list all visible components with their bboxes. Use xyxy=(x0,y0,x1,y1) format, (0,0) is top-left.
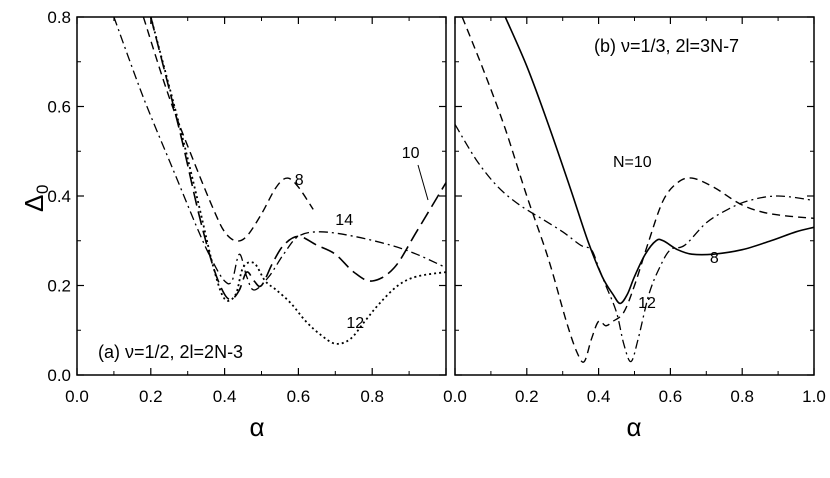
x-tick-label: 0.6 xyxy=(287,387,311,406)
x-tick-label: 0.2 xyxy=(139,387,163,406)
y-tick-label: 0.4 xyxy=(47,187,71,206)
y-axis-label-main: Δ xyxy=(19,195,49,212)
x-tick-label: 0.8 xyxy=(730,387,754,406)
panel-b: 0.0 0.2 0.4 0.6 0.8 1.0 α (b) ν=1/3, 2l=3N-7 … xyxy=(443,16,826,442)
panel-a-curves xyxy=(113,17,446,345)
x-tick-label: 1.0 xyxy=(802,387,826,406)
y-axis-label-subscript: 0 xyxy=(33,185,52,194)
x-axis-label-a: α xyxy=(249,412,264,442)
series-line-10 xyxy=(113,17,446,291)
y-tick-label: 0.6 xyxy=(47,98,71,117)
x-tick-label: 0.6 xyxy=(659,387,683,406)
x-tick-label: 0.8 xyxy=(360,387,384,406)
curve-label: 12 xyxy=(638,295,656,312)
series-line-14 xyxy=(150,17,446,301)
curve-label: N=10 xyxy=(613,154,652,171)
panel-a: 0.0 0.2 0.4 0.6 0.8 0.0 0.2 0.4 0.6 0.8 Δ 0 α (a)… xyxy=(19,8,447,442)
y-tick-label: 0.2 xyxy=(47,277,71,296)
y-tick-label: 0.0 xyxy=(47,366,71,385)
panel-b-curves xyxy=(455,17,814,363)
curve-label: 10 xyxy=(402,145,420,162)
series-line-8 xyxy=(504,17,814,305)
panel-a-ticks: 0.0 0.2 0.4 0.6 0.8 0.0 0.2 0.4 0.6 0.8 xyxy=(47,8,447,406)
annotation-leader-10 xyxy=(417,164,429,201)
x-tick-label: 0.0 xyxy=(65,387,89,406)
curve-label: 14 xyxy=(335,212,353,229)
panel-b-label: (b) ν=1/3, 2l=3N-7 xyxy=(594,36,739,56)
curve-label: 12 xyxy=(346,315,364,332)
y-tick-label: 0.8 xyxy=(47,8,71,27)
x-axis-label-b: α xyxy=(626,412,641,442)
x-tick-label: 0.4 xyxy=(213,387,237,406)
series-line-n-10 xyxy=(461,17,814,363)
panel-a-label: (a) ν=1/2, 2l=2N-3 xyxy=(98,342,243,362)
panel-b-ticks: 0.0 0.2 0.4 0.6 0.8 1.0 xyxy=(443,16,826,406)
y-axis-label: Δ 0 xyxy=(19,185,52,212)
series-line-12 xyxy=(455,124,814,363)
x-tick-label: 0.2 xyxy=(515,387,539,406)
x-tick-label: 0.0 xyxy=(443,387,467,406)
x-tick-label: 0.4 xyxy=(587,387,611,406)
curve-label: 8 xyxy=(710,250,719,267)
series-line-8 xyxy=(142,17,314,242)
curve-label: 8 xyxy=(295,172,304,189)
series-line-12 xyxy=(149,17,446,345)
panel-a-frame xyxy=(76,16,447,376)
